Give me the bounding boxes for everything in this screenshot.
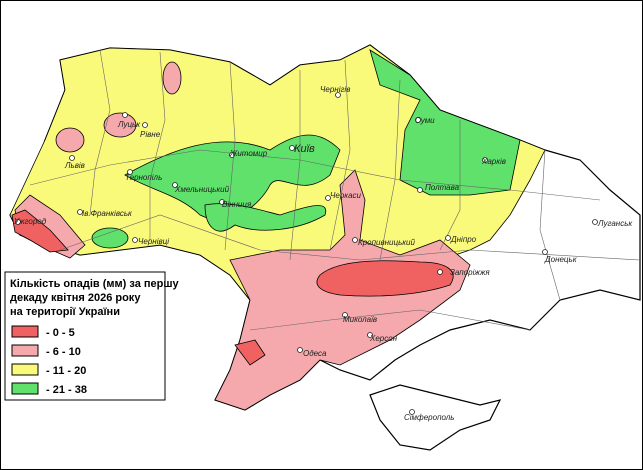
city-dot <box>542 249 548 255</box>
city-dot <box>77 209 83 215</box>
city-dot <box>289 145 295 151</box>
city-label: Львів <box>64 161 85 170</box>
legend-swatch <box>11 382 39 395</box>
city-label: Київ <box>294 143 315 155</box>
city-dot <box>219 199 225 205</box>
city-label: Полтава <box>425 183 460 192</box>
legend-swatch <box>11 344 39 357</box>
city-label: Миколаїв <box>343 315 377 324</box>
legend-swatch <box>11 325 39 338</box>
city-dot <box>482 157 488 163</box>
zone-6-10 <box>103 112 137 138</box>
crimea <box>369 384 502 451</box>
zone-6-10 <box>55 127 85 153</box>
city-label: Хмельницький <box>174 185 230 194</box>
city-label: Тернопіль <box>125 173 162 182</box>
city-dot <box>69 155 75 161</box>
city-dot <box>409 409 415 415</box>
city-label: Ів.Франківськ <box>82 209 133 218</box>
city-label: Харків <box>481 157 506 166</box>
legend: Кількість опадів (мм) за першу декаду кв… <box>4 271 180 401</box>
city-label: Рівне <box>140 130 161 139</box>
city-dot <box>15 219 21 225</box>
city-dot <box>367 332 373 338</box>
zone-0-5 <box>234 339 266 366</box>
city-label: Кропивницький <box>358 238 416 247</box>
city-label: Вінниця <box>222 200 252 209</box>
legend-title: Кількість опадів (мм) за першу <box>10 278 180 290</box>
city-dot <box>352 237 358 243</box>
cities: Луцьк Рівне Житомир Київ Чернігів Суми Х… <box>13 85 633 422</box>
city-label: Донецьк <box>544 255 578 264</box>
legend-label: - 6 - 10 <box>46 346 81 358</box>
city-dot <box>342 312 348 318</box>
city-label: Луцьк <box>117 120 141 129</box>
city-dot <box>132 237 138 243</box>
city-label: Ужгород <box>13 217 47 226</box>
zone-6-10 <box>162 61 182 95</box>
legend-swatch <box>11 363 39 376</box>
city-dot <box>592 219 598 225</box>
zones-0-5 <box>11 209 454 366</box>
city-dot <box>415 117 421 123</box>
zone-21-38 <box>91 227 129 249</box>
city-label: Суми <box>415 116 435 125</box>
city-dot <box>229 152 235 158</box>
city-label: Одеса <box>303 349 327 358</box>
city-label: Дніпро <box>450 235 477 244</box>
legend-label: - 11 - 20 <box>46 365 86 377</box>
city-dot <box>417 187 423 193</box>
zone-0-5 <box>11 209 69 253</box>
city-dot <box>122 112 128 118</box>
city-label: Черкаси <box>330 191 362 200</box>
city-dot <box>142 122 148 128</box>
zone-0-5 <box>316 260 454 297</box>
city-dot <box>445 235 451 241</box>
oblast-borders <box>29 49 641 331</box>
zone-21-38 <box>124 134 341 220</box>
city-dot <box>172 182 178 188</box>
legend-label: - 0 - 5 <box>46 327 75 339</box>
city-dot <box>335 92 341 98</box>
legend-label: - 21 - 38 <box>46 384 87 396</box>
zone-21-38 <box>204 203 327 232</box>
legend-title: декаду квітня 2026 року <box>10 292 141 304</box>
city-dot <box>325 195 331 201</box>
city-label: Чернівці <box>138 237 169 246</box>
city-dot <box>437 269 443 275</box>
city-label: Луганськ <box>597 219 633 228</box>
city-label: Чернігів <box>320 85 350 94</box>
legend-title: на території України <box>10 306 120 318</box>
city-label: Херсон <box>369 334 398 343</box>
city-dot <box>127 169 133 175</box>
city-label: Житомир <box>229 149 268 158</box>
city-label: Запоріжжя <box>450 268 490 277</box>
city-label: Сімферополь <box>404 413 454 422</box>
city-dot <box>297 347 303 353</box>
oblast-border <box>29 49 641 331</box>
